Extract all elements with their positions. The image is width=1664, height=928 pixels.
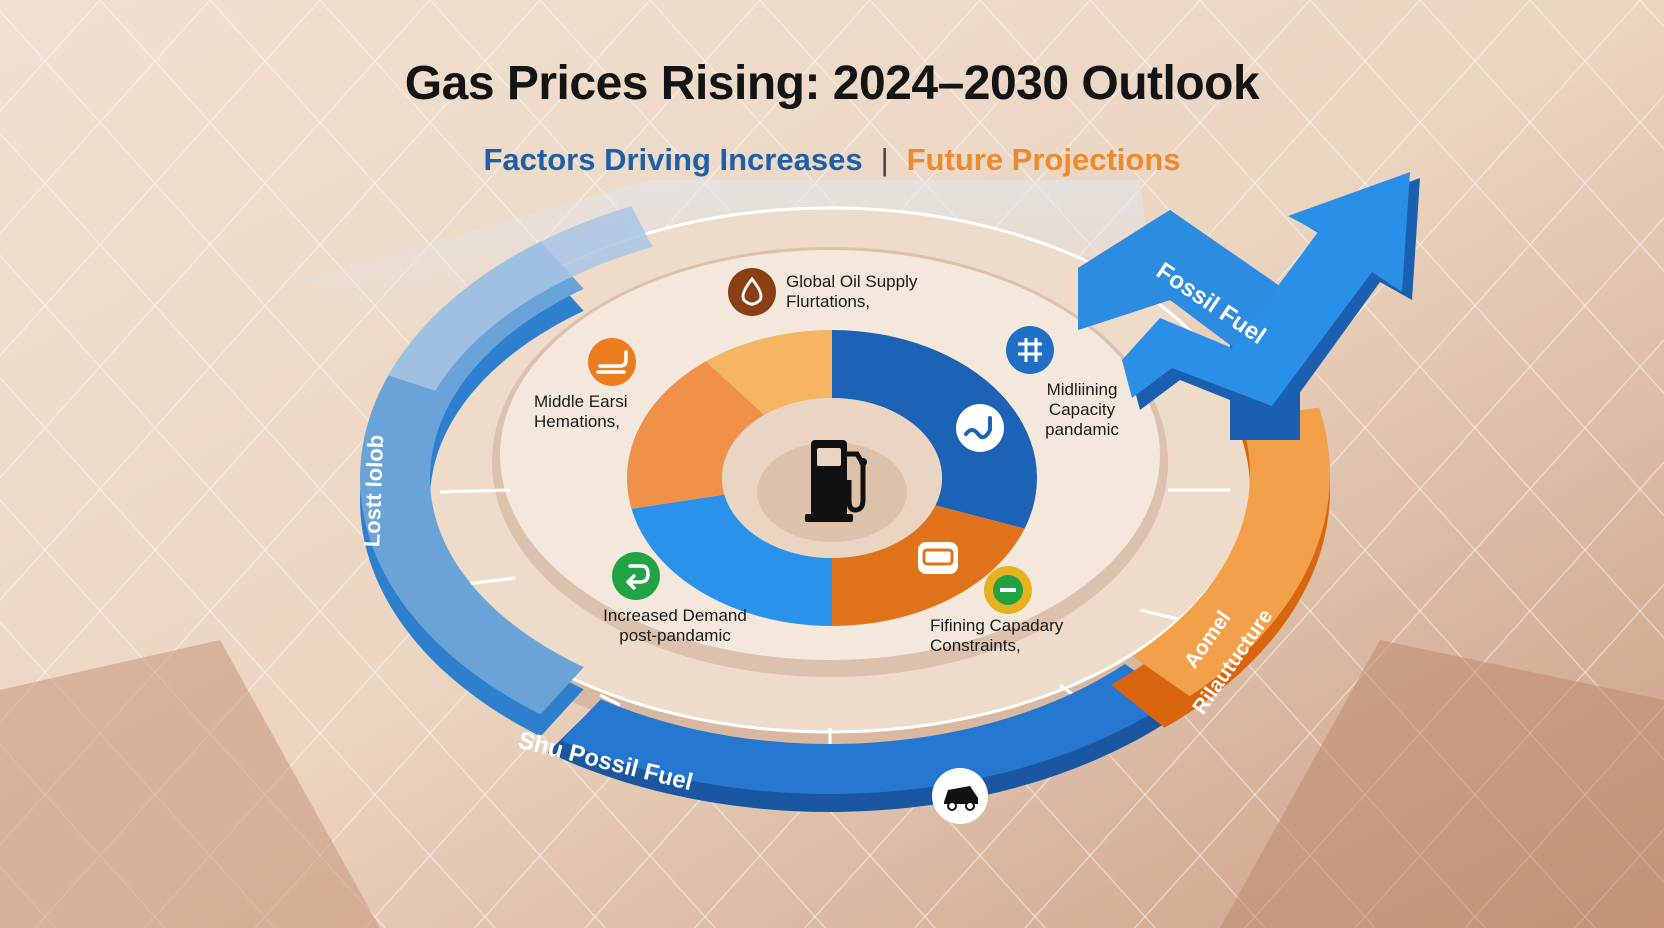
floor-panel-right bbox=[1220, 640, 1664, 928]
platform-ticks bbox=[439, 488, 1230, 755]
factor-increased-demand: Increased Demand post-pandamic bbox=[603, 606, 747, 645]
page-title: Gas Prices Rising: 2024–2030 Outlook bbox=[404, 57, 1260, 110]
factor-refining: Fifining Capadary Constraints, bbox=[930, 616, 1064, 655]
arc-label-left: Lostt lolob bbox=[359, 434, 389, 548]
floor-panel-left bbox=[0, 640, 380, 928]
oil-tanker-icon bbox=[588, 338, 636, 386]
demand-icon bbox=[612, 552, 660, 600]
subtitle-separator: | bbox=[880, 142, 889, 177]
car-icon bbox=[932, 768, 988, 824]
subtitle: Factors Driving Increases | Future Project… bbox=[0, 142, 1664, 178]
arc-right-band bbox=[1111, 407, 1330, 728]
subtitle-factors: Factors Driving Increases bbox=[483, 142, 863, 177]
factor-global-oil: Global Oil Supply Flurtations, bbox=[786, 272, 918, 311]
factor-middle-east: Middle Earsi Hemations, bbox=[534, 392, 628, 431]
factor-midlining: Midliining Capacity pandamic bbox=[1045, 380, 1119, 439]
oil-drop-icon bbox=[728, 268, 776, 316]
fuel-pump-icon bbox=[805, 440, 867, 522]
tanker-icon bbox=[918, 542, 958, 574]
refinery-icon bbox=[1006, 326, 1054, 374]
arc-bottom-band bbox=[547, 664, 1198, 812]
arc-left-band bbox=[359, 206, 653, 737]
refining-icon bbox=[984, 566, 1032, 614]
subtitle-projections: Future Projections bbox=[906, 142, 1181, 177]
trend-arrow bbox=[1078, 172, 1420, 440]
wave-icon bbox=[956, 404, 1004, 452]
